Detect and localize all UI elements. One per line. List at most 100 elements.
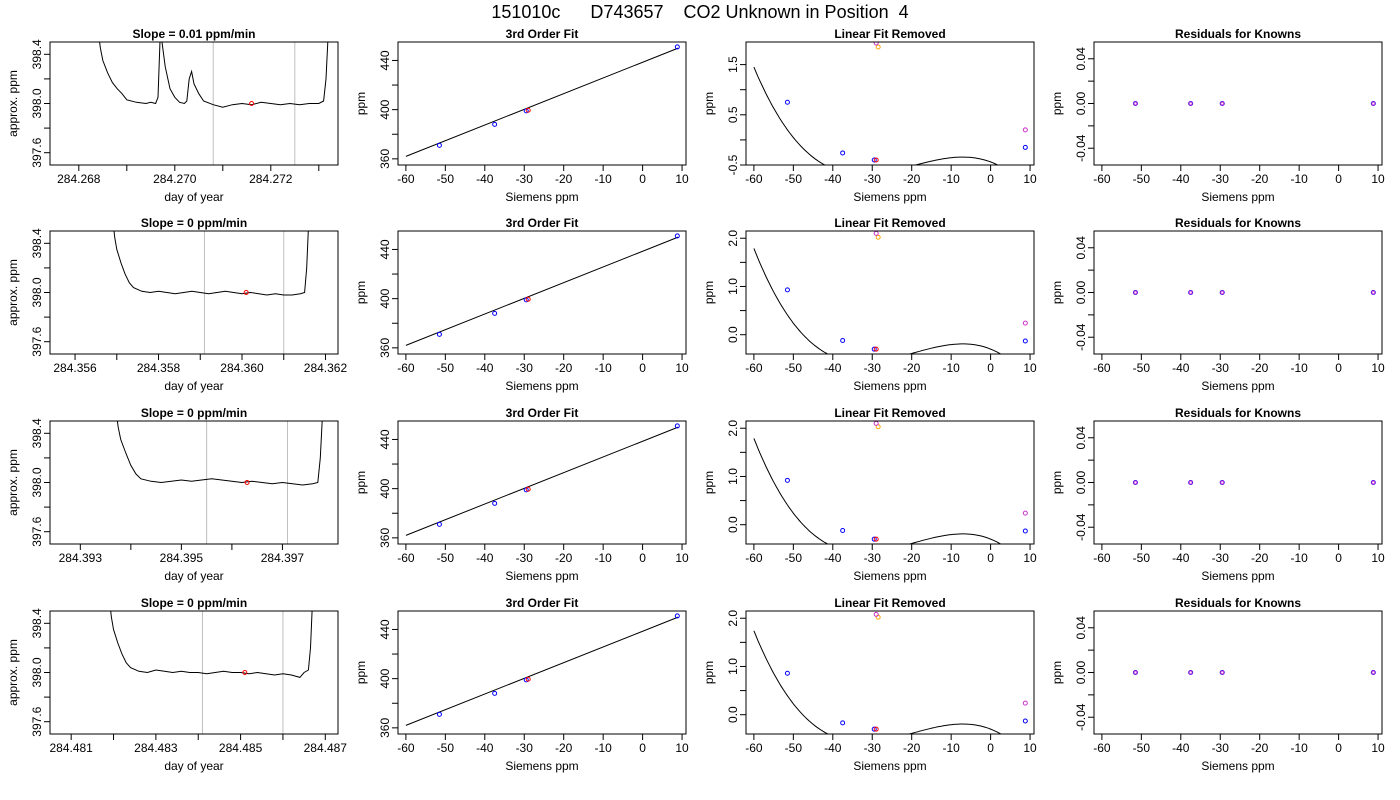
reference-point [875,44,881,50]
x-tick-label: -50 [437,361,455,375]
y-tick-label: 397.6 [30,516,44,546]
x-tick-label: -10 [942,741,960,755]
panel-title: Residuals for Knowns [1175,27,1301,41]
y-tick-label: -0.04 [1074,703,1088,731]
y-axis-label: ppm [354,281,368,304]
y-tick-label: 0.0 [726,706,740,723]
x-tick-label: 284.395 [160,551,204,565]
plot-area [110,611,313,734]
x-tick-label: -60 [397,551,415,565]
y-axis-label: ppm [702,281,716,304]
panel-title: Linear Fit Removed [834,406,945,420]
x-tick-label: -40 [476,551,494,565]
y-axis-label: ppm [1050,92,1064,115]
x-tick-label: 0 [639,551,646,565]
ppm-trace-line [99,42,329,108]
fit-line [405,236,679,346]
x-tick-label: -20 [903,172,921,186]
residual-point-overlay [1220,101,1225,106]
y-tick-label: 0.5 [726,106,740,123]
y-tick-label: 440 [378,50,392,70]
panel-r1-c2: 3rd Order Fit -60 -50 -40 -30 -20 -10 0 10 360 400… [354,27,689,204]
x-tick-label: -30 [516,172,534,186]
y-tick-label: 0.00 [1074,91,1088,115]
x-tick-label: 0 [639,741,646,755]
x-tick-label: -60 [397,172,415,186]
y-tick-label: 0.0 [726,326,740,343]
residual-point-overlay [1371,290,1376,295]
known-point [436,331,442,337]
x-tick-label: -60 [397,741,415,755]
plot-area [753,231,1028,354]
x-axis-label: Siemens ppm [1201,379,1274,393]
x-tick-label: -50 [785,361,803,375]
y-tick-label: 400 [378,288,392,308]
known-point [674,44,680,50]
x-axis-label: Siemens ppm [505,569,578,583]
panel-r1-c1: Slope = 0.01 ppm/min 284.268 284.270 284.27… [6,27,339,204]
x-tick-label: -10 [594,551,612,565]
residual-point-overlay [1188,290,1193,295]
x-tick-label: 0 [987,551,994,565]
y-tick-label: 398.4 [30,608,44,638]
y-tick-label: 1.0 [726,278,740,295]
x-tick-label: 0 [1335,361,1342,375]
y-tick-label: 398.0 [30,657,44,687]
plot-area [1132,101,1376,106]
y-axis-label: ppm [702,471,716,494]
y-tick-label: 2.0 [726,420,740,437]
y-axis-label: ppm [1050,661,1064,684]
panel-title: Slope = 0 ppm/min [141,596,247,610]
panel-r4-c2: 3rd Order Fit -60 -50 -40 -30 -20 -10 0 10 360 400… [354,596,689,773]
x-tick-label: -30 [1212,172,1230,186]
ppm-trace-line [110,611,313,678]
x-axis-label: Siemens ppm [1201,759,1274,773]
x-tick-label: -60 [745,551,763,565]
unknown-point [873,346,879,352]
y-tick-label: 0.00 [1074,470,1088,494]
panel-r2-c4: Residuals for Knowns -60 -50 -40 -30 -20 -10 0 1… [1050,216,1385,393]
y-tick-label: 1.0 [726,468,740,485]
y-axis-label: approx. ppm [6,70,20,137]
x-tick-label: -30 [1212,741,1230,755]
known-point [1022,528,1028,534]
x-tick-label: -40 [824,361,842,375]
x-tick-label: 10 [1371,741,1385,755]
x-tick-label: -50 [437,741,455,755]
y-axis-label: ppm [1050,471,1064,494]
x-tick-label: 10 [675,741,689,755]
plot-area [116,421,323,544]
x-tick-label: 10 [1371,361,1385,375]
x-tick-label: -10 [594,172,612,186]
x-tick-label: -10 [942,361,960,375]
fit-curve [753,66,999,165]
y-tick-label: 0.04 [1074,236,1088,260]
known-point [436,711,442,717]
known-point [674,423,680,429]
panel-title: Linear Fit Removed [834,596,945,610]
panel-title: Residuals for Knowns [1175,406,1301,420]
panel-r4-c1: Slope = 0 ppm/min 284.481 284.483 284.485 28… [6,596,347,773]
x-tick-label: -30 [516,361,534,375]
panel-r4-c3: Linear Fit Removed -60 -50 -40 -30 -20 -10 0 10 0… [702,596,1037,773]
known-point [871,157,877,163]
ppm-trace-line [116,421,323,486]
x-tick-label: -10 [942,172,960,186]
plot-area [113,231,309,354]
y-tick-label: 400 [378,478,392,498]
x-tick-label: -40 [476,172,494,186]
mean-point [243,290,249,295]
plot-area [753,611,1028,734]
x-axis-label: Siemens ppm [853,569,926,583]
y-tick-label: -0.04 [1074,134,1088,162]
x-tick-label: -60 [1093,172,1111,186]
y-tick-label: -0.5 [726,154,740,175]
y-tick-label: 0.04 [1074,426,1088,450]
panel-r1-c4: Residuals for Knowns -60 -50 -40 -30 -20 -10 0 1… [1050,27,1385,204]
residual-point-overlay [1133,670,1138,675]
x-axis-label: Siemens ppm [1201,190,1274,204]
unknown-point [525,107,531,113]
x-tick-label: 284.483 [134,741,178,755]
known-point [784,670,790,676]
